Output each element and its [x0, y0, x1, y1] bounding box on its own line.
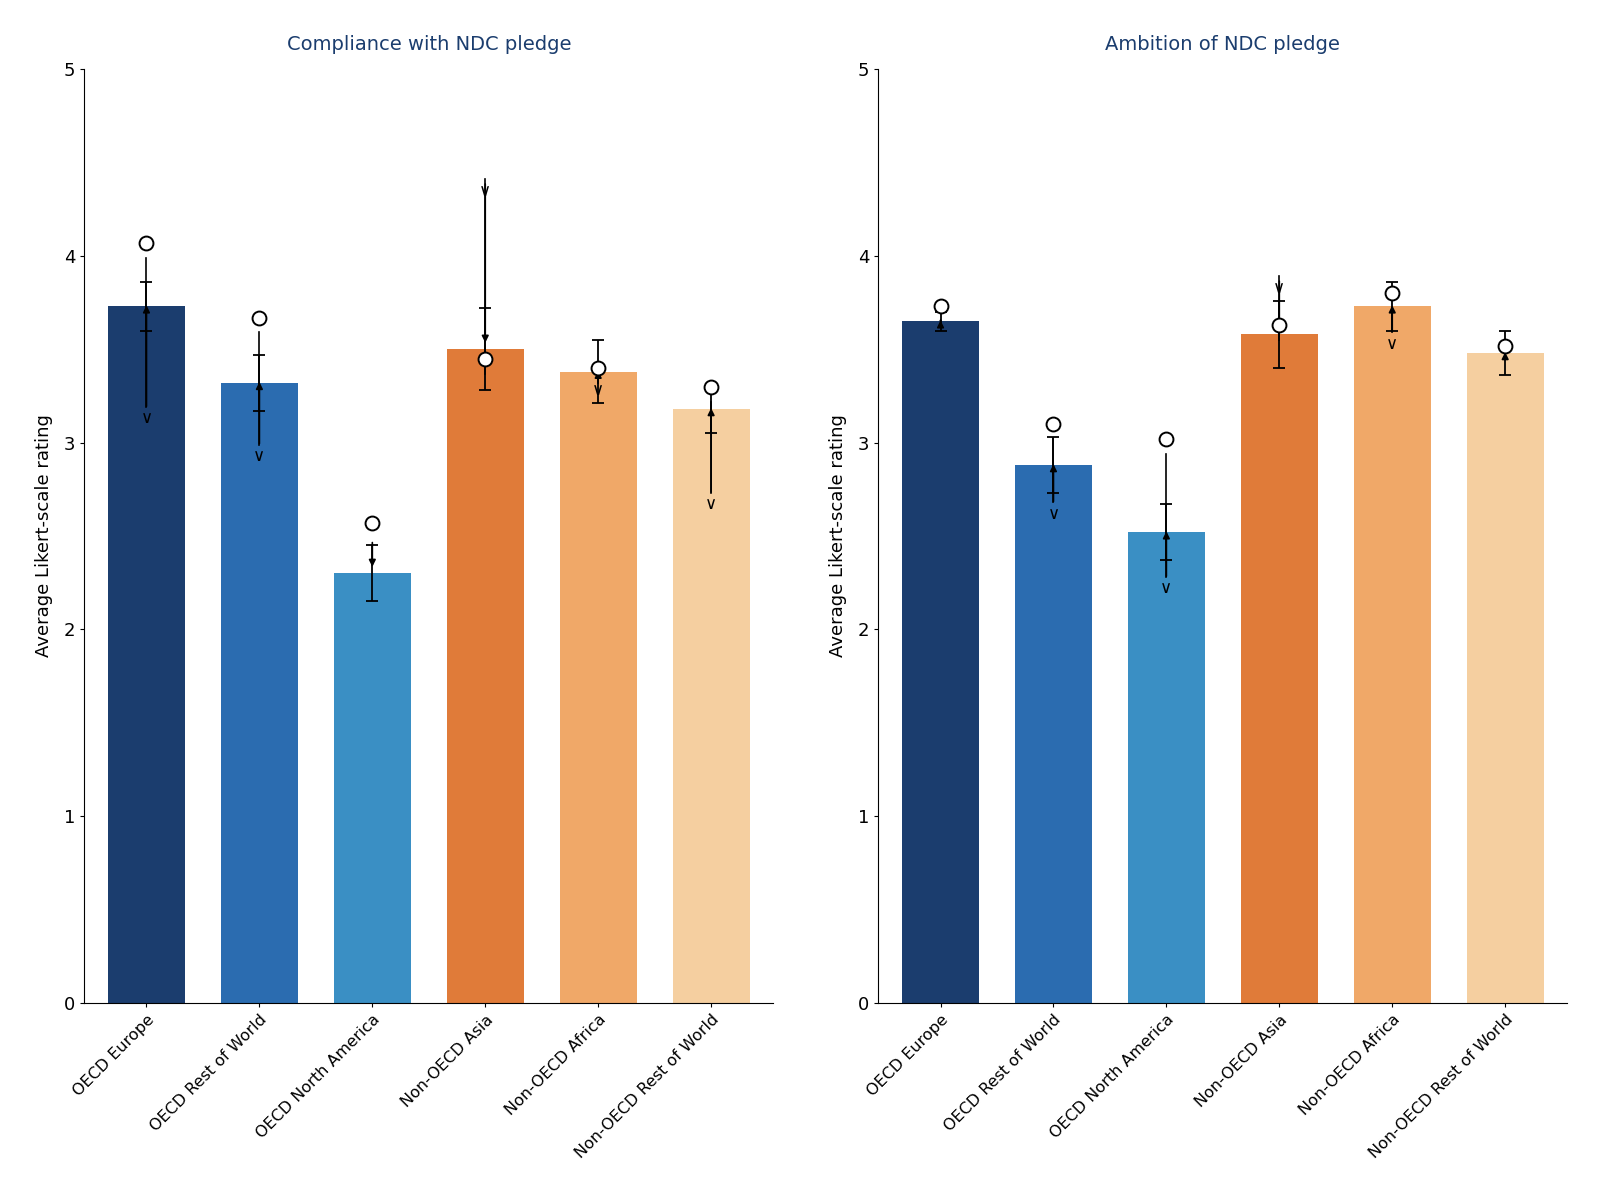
Text: ∨: ∨ [479, 182, 492, 200]
Title: Ambition of NDC pledge: Ambition of NDC pledge [1105, 35, 1341, 54]
Bar [1128, 532, 1205, 1003]
Bar [559, 372, 636, 1003]
Text: ∨: ∨ [141, 409, 152, 427]
Text: ∨: ∨ [1386, 335, 1399, 353]
Text: ∨: ∨ [1048, 505, 1059, 523]
Bar [221, 383, 298, 1003]
Bar [902, 322, 979, 1003]
Text: ∨: ∨ [253, 447, 266, 465]
Bar [107, 306, 184, 1003]
Text: ∨: ∨ [593, 382, 604, 399]
Y-axis label: Average Likert-scale rating: Average Likert-scale rating [35, 415, 53, 658]
Text: ∨: ∨ [1160, 579, 1173, 597]
Bar [1467, 353, 1544, 1003]
Bar [1242, 335, 1318, 1003]
Bar [1016, 465, 1093, 1003]
Y-axis label: Average Likert-scale rating: Average Likert-scale rating [828, 415, 847, 658]
Text: ∨: ∨ [1274, 279, 1285, 297]
Bar [447, 349, 524, 1003]
Bar [1354, 306, 1431, 1003]
Bar [333, 573, 410, 1003]
Bar [673, 409, 750, 1003]
Text: ∨: ∨ [705, 495, 718, 513]
Title: Compliance with NDC pledge: Compliance with NDC pledge [287, 35, 570, 54]
